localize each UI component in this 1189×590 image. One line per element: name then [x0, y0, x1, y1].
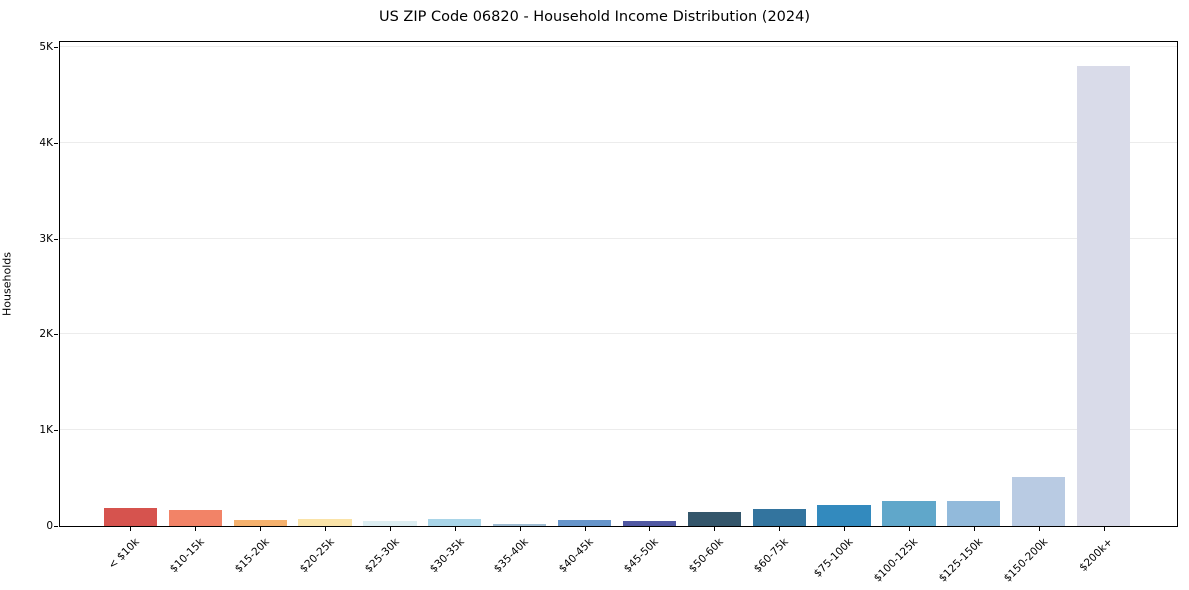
bar: [817, 505, 871, 526]
x-tick-mark: [1039, 527, 1040, 531]
x-tick-mark: [909, 527, 910, 531]
bar-slot: [682, 42, 747, 526]
x-tick-label: $35-40k: [492, 536, 532, 576]
bar-slot: [941, 42, 1006, 526]
bar: [493, 523, 547, 526]
bar-slot: [293, 42, 358, 526]
bar: [363, 520, 417, 526]
x-tick-mark: [455, 527, 456, 531]
bar-slot: [747, 42, 812, 526]
x-tick-label: $25-30k: [362, 536, 402, 576]
bar: [428, 518, 482, 526]
bar-slot: [358, 42, 423, 526]
bar-slot: [617, 42, 682, 526]
x-tick-mark: [974, 527, 975, 531]
x-tick-label: $10-15k: [167, 536, 207, 576]
y-axis-label: Households: [0, 252, 14, 316]
y-tick-mark: [54, 526, 58, 527]
bar-slot: [163, 42, 228, 526]
bar: [622, 520, 677, 526]
x-tick-mark: [1104, 527, 1105, 531]
x-tick-mark: [844, 527, 845, 531]
bars-row: [98, 42, 1136, 526]
x-tick-mark: [714, 527, 715, 531]
gridline: [60, 237, 1177, 239]
x-tick-label: $125-150k: [936, 536, 986, 585]
y-tick-label: 4K: [39, 136, 53, 149]
x-tick-label: < $10k: [106, 536, 142, 572]
x-tick-label: $20-25k: [297, 536, 337, 576]
y-tick-mark: [54, 143, 58, 144]
bar-slot: [1006, 42, 1071, 526]
bar: [557, 519, 612, 526]
bar: [1076, 66, 1131, 526]
bar: [298, 519, 352, 526]
x-tick-label: $50-60k: [686, 536, 726, 576]
x-tick-mark: [520, 527, 521, 531]
y-tick-label: 5K: [39, 41, 53, 53]
x-tick-mark: [649, 527, 650, 531]
gridline: [60, 333, 1177, 335]
x-tick-label: $45-50k: [621, 536, 661, 576]
y-tick-label: 0: [46, 520, 53, 532]
x-tick-mark: [779, 527, 780, 531]
bar-slot: [1071, 42, 1136, 526]
y-tick-mark: [54, 334, 58, 335]
bar-slot: [552, 42, 617, 526]
bar-slot: [877, 42, 942, 526]
x-tick-label: $150-200k: [1001, 536, 1051, 585]
bar-slot: [98, 42, 163, 526]
y-tick-label: 1K: [39, 424, 53, 437]
gridline: [60, 141, 1177, 143]
y-tick-mark: [54, 239, 58, 240]
x-tick-label: $15-20k: [232, 536, 272, 576]
bar: [947, 501, 1001, 526]
bar: [233, 520, 287, 526]
bar: [103, 507, 158, 526]
x-tick-mark: [390, 527, 391, 531]
chart-title: US ZIP Code 06820 - Household Income Dis…: [378, 9, 811, 25]
gridline: [60, 429, 1177, 431]
y-tick-label: 2K: [39, 328, 53, 341]
x-tick-mark: [195, 527, 196, 531]
bar-slot: [812, 42, 877, 526]
bar-slot: [487, 42, 552, 526]
bar: [687, 512, 741, 526]
x-tick-mark: [325, 527, 326, 531]
y-tick-mark: [54, 47, 58, 48]
x-tick-label: $100-125k: [871, 536, 921, 585]
x-tick-label: $75-100k: [811, 536, 856, 580]
bar: [168, 510, 222, 526]
bar: [882, 500, 936, 526]
x-tick-label: $40-45k: [556, 536, 597, 576]
gridline: [60, 46, 1177, 47]
bar: [752, 508, 806, 526]
bar-slot: [422, 42, 487, 526]
x-tick-mark: [260, 527, 261, 531]
bar: [1012, 477, 1066, 526]
x-tick-label: $30-35k: [427, 536, 467, 576]
x-tick-mark: [130, 527, 131, 531]
x-tick-mark: [585, 527, 586, 531]
plot-area: [59, 41, 1178, 527]
bar-slot: [228, 42, 293, 526]
y-tick-label: 3K: [39, 232, 53, 245]
y-tick-mark: [54, 430, 58, 431]
x-tick-label: $60-75k: [751, 536, 791, 576]
x-tick-label: $200k+: [1077, 536, 1116, 574]
